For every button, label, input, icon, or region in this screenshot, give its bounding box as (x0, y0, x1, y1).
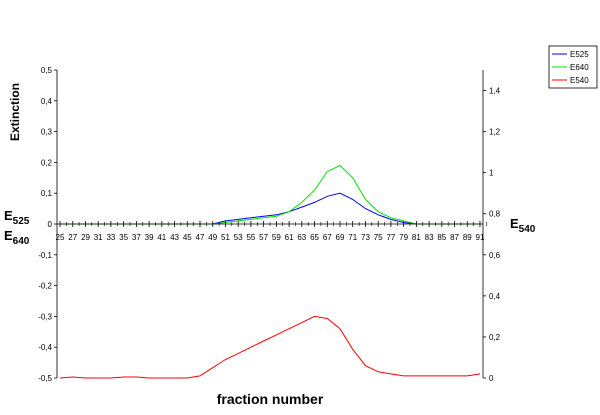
legend-label-e525: E525 (570, 50, 589, 59)
x-tick-label: 25 (56, 233, 65, 242)
x-tick-label: 55 (246, 233, 255, 242)
x-tick-label: 51 (221, 233, 230, 242)
x-tick-label: 57 (259, 233, 268, 242)
x-tick-label: 85 (437, 233, 446, 242)
x-tick-label: 59 (272, 233, 281, 242)
tick-labels: 0,5 0,4 0,3 0,2 0,1 0 -0,1 -0,2 -0,3 -0,4 -0,5 1,4 1… (38, 66, 500, 383)
x-tick-label: 71 (348, 233, 357, 242)
x-tick-label: 73 (361, 233, 370, 242)
left-tick-label: -0,5 (38, 374, 52, 383)
x-tick-label: 67 (323, 233, 332, 242)
right-axis-label: E540 (510, 216, 536, 235)
left-tick-label: -0,4 (38, 343, 52, 352)
x-tick-label: 77 (386, 233, 395, 242)
right-tick-label: 0,6 (489, 251, 501, 260)
right-tick-label: 1 (489, 169, 494, 178)
left-tick-label: 0,4 (41, 97, 53, 106)
left-tick-label: -0,3 (38, 312, 52, 321)
x-tick-label: 91 (476, 233, 485, 242)
left-axis-label-2: E640 (4, 228, 30, 247)
legend-label-e540: E540 (570, 76, 589, 85)
x-tick-label: 43 (170, 233, 179, 242)
x-tick-label: 41 (157, 233, 166, 242)
x-tick-label: 27 (68, 233, 77, 242)
left-axis-label-2-sub: 640 (13, 236, 30, 247)
left-axis-label-1-main: E (4, 208, 13, 223)
left-tick-label: 0 (48, 220, 53, 229)
right-tick-label: 1,4 (489, 87, 501, 96)
left-tick-label: 0,1 (41, 189, 53, 198)
x-tick-label: 33 (106, 233, 115, 242)
x-tick-label: 53 (234, 233, 243, 242)
legend: E525 E640 E540 (548, 45, 598, 89)
left-tick-label: 0,3 (41, 128, 53, 137)
series-line-e540 (59, 315, 481, 379)
right-tick-label: 0,8 (489, 210, 501, 219)
right-tick-label: 0,4 (489, 292, 501, 301)
x-tick-label: 87 (450, 233, 459, 242)
x-tick-label: 35 (119, 233, 128, 242)
left-axis-label-2-main: E (4, 228, 13, 243)
x-tick-label: 81 (412, 233, 421, 242)
left-tick-label: -0,2 (38, 282, 52, 291)
x-tick-label: 45 (183, 233, 192, 242)
x-tick-label: 31 (94, 233, 103, 242)
x-tick-label: 65 (310, 233, 319, 242)
left-axis-label-1: E525 (4, 208, 30, 227)
axes (54, 69, 487, 379)
right-tick-label: 0 (489, 374, 494, 383)
left-tick-label: 0,2 (41, 158, 53, 167)
x-tick-label: 47 (196, 233, 205, 242)
x-tick-label: 63 (297, 233, 306, 242)
right-tick-label: 1,2 (489, 128, 501, 137)
x-tick-label: 69 (336, 233, 345, 242)
right-axis-label-sub: 540 (519, 224, 536, 235)
series-line-e525 (60, 192, 480, 225)
y-axis-title: Extinction (8, 83, 22, 141)
x-tick-label: 79 (399, 233, 408, 242)
legend-label-e640: E640 (570, 63, 589, 72)
legend-items: E525 E640 E540 (552, 50, 589, 85)
x-tick-label: 29 (81, 233, 90, 242)
x-tick-label: 39 (145, 233, 154, 242)
left-tick-label: 0,5 (41, 66, 53, 75)
left-tick-label: -0,1 (38, 251, 52, 260)
plot-lines (59, 164, 481, 379)
x-tick-label: 89 (463, 233, 472, 242)
x-tick-label: 75 (374, 233, 383, 242)
x-tick-label: 83 (425, 233, 434, 242)
right-axis-label-main: E (510, 216, 519, 231)
x-axis-title: fraction number (217, 391, 324, 407)
left-axis-label-1-sub: 525 (13, 216, 30, 227)
x-tick-label: 61 (285, 233, 294, 242)
x-tick-label: 37 (132, 233, 141, 242)
x-tick-label: 49 (208, 233, 217, 242)
right-tick-label: 0,2 (489, 333, 501, 342)
